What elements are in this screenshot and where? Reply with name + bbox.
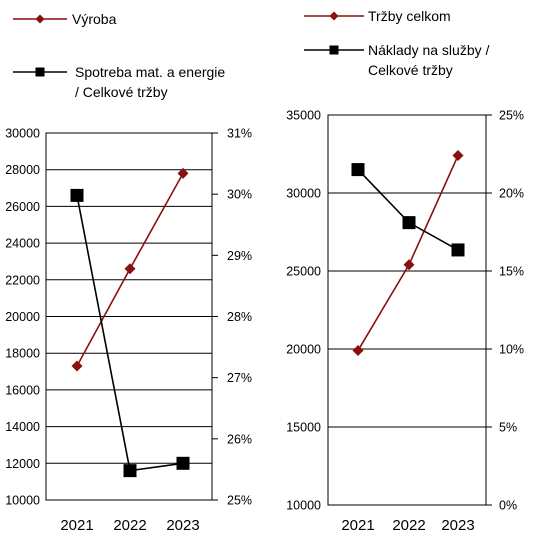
legend-label-0-0: Výroba <box>72 11 117 27</box>
legend-marker-1-0 <box>329 11 339 21</box>
right-tick-label-1-1: 5% <box>499 421 517 435</box>
point-1-1-1 <box>402 216 416 230</box>
point-0-0-2 <box>177 167 189 179</box>
left-tick-label-0-2: 14000 <box>5 420 40 434</box>
left-tick-label-1-0: 10000 <box>286 499 321 513</box>
legend-marker-0-0 <box>35 14 45 24</box>
x-tick-label-0-2: 2023 <box>166 517 199 534</box>
left-tick-label-1-5: 35000 <box>286 109 321 123</box>
right-tick-label-0-6: 31% <box>227 127 252 141</box>
right-tick-label-1-4: 20% <box>499 187 524 201</box>
right-tick-label-0-2: 27% <box>227 371 252 385</box>
point-0-1-2 <box>176 456 190 470</box>
left-tick-label-0-1: 12000 <box>5 457 40 471</box>
point-0-0-1 <box>124 263 136 275</box>
legend-label-0-1-1: / Celkové tržby <box>75 84 168 100</box>
left-tick-label-0-0: 10000 <box>5 494 40 508</box>
right-tick-label-0-1: 26% <box>227 432 252 446</box>
left-tick-label-0-10: 30000 <box>5 127 40 141</box>
x-tick-label-1-1: 2022 <box>392 517 425 534</box>
point-0-0-0 <box>71 360 83 372</box>
left-tick-label-1-2: 20000 <box>286 343 321 357</box>
point-1-0-0 <box>352 345 364 357</box>
legend-marker-1-1 <box>329 45 339 55</box>
right-tick-label-0-5: 30% <box>227 188 252 202</box>
left-tick-label-1-3: 25000 <box>286 265 321 279</box>
right-tick-label-1-0: 0% <box>499 499 517 513</box>
left-tick-label-0-8: 26000 <box>5 200 40 214</box>
series-line-0-1 <box>76 195 184 472</box>
right-tick-label-1-5: 25% <box>499 109 524 123</box>
legend-label-1-1-1: Celkové tržby <box>368 62 453 78</box>
x-tick-label-0-0: 2021 <box>60 517 93 534</box>
left-tick-label-0-4: 18000 <box>5 347 40 361</box>
point-1-0-2 <box>452 150 464 162</box>
right-tick-label-0-4: 29% <box>227 249 252 263</box>
point-0-1-1 <box>123 464 137 478</box>
right-tick-label-1-3: 15% <box>499 265 524 279</box>
point-1-0-1 <box>403 259 415 271</box>
plot-frame-1 <box>327 114 487 506</box>
x-tick-label-0-1: 2022 <box>113 517 146 534</box>
right-tick-label-0-0: 25% <box>227 494 252 508</box>
left-tick-label-1-1: 15000 <box>286 421 321 435</box>
right-tick-label-0-3: 28% <box>227 310 252 324</box>
legend-label-1-1-0: Náklady na služby / <box>368 42 490 58</box>
right-tick-label-1-2: 10% <box>499 343 524 357</box>
left-tick-label-0-6: 22000 <box>5 273 40 287</box>
legend-label-0-1-0: Spotreba mat. a energie <box>75 64 225 80</box>
point-0-1-0 <box>70 188 84 202</box>
left-tick-label-0-9: 28000 <box>5 163 40 177</box>
left-tick-label-0-7: 24000 <box>5 237 40 251</box>
point-1-1-2 <box>451 243 465 257</box>
legend-marker-0-1 <box>35 67 45 77</box>
series-line-1-1 <box>357 169 459 251</box>
legend-label-1-0: Tržby celkom <box>368 8 451 24</box>
left-tick-label-0-5: 20000 <box>5 310 40 324</box>
point-1-1-0 <box>351 163 365 177</box>
x-tick-label-1-2: 2023 <box>441 517 474 534</box>
x-tick-label-1-0: 2021 <box>341 517 374 534</box>
left-tick-label-1-4: 30000 <box>286 187 321 201</box>
left-tick-label-0-3: 16000 <box>5 383 40 397</box>
